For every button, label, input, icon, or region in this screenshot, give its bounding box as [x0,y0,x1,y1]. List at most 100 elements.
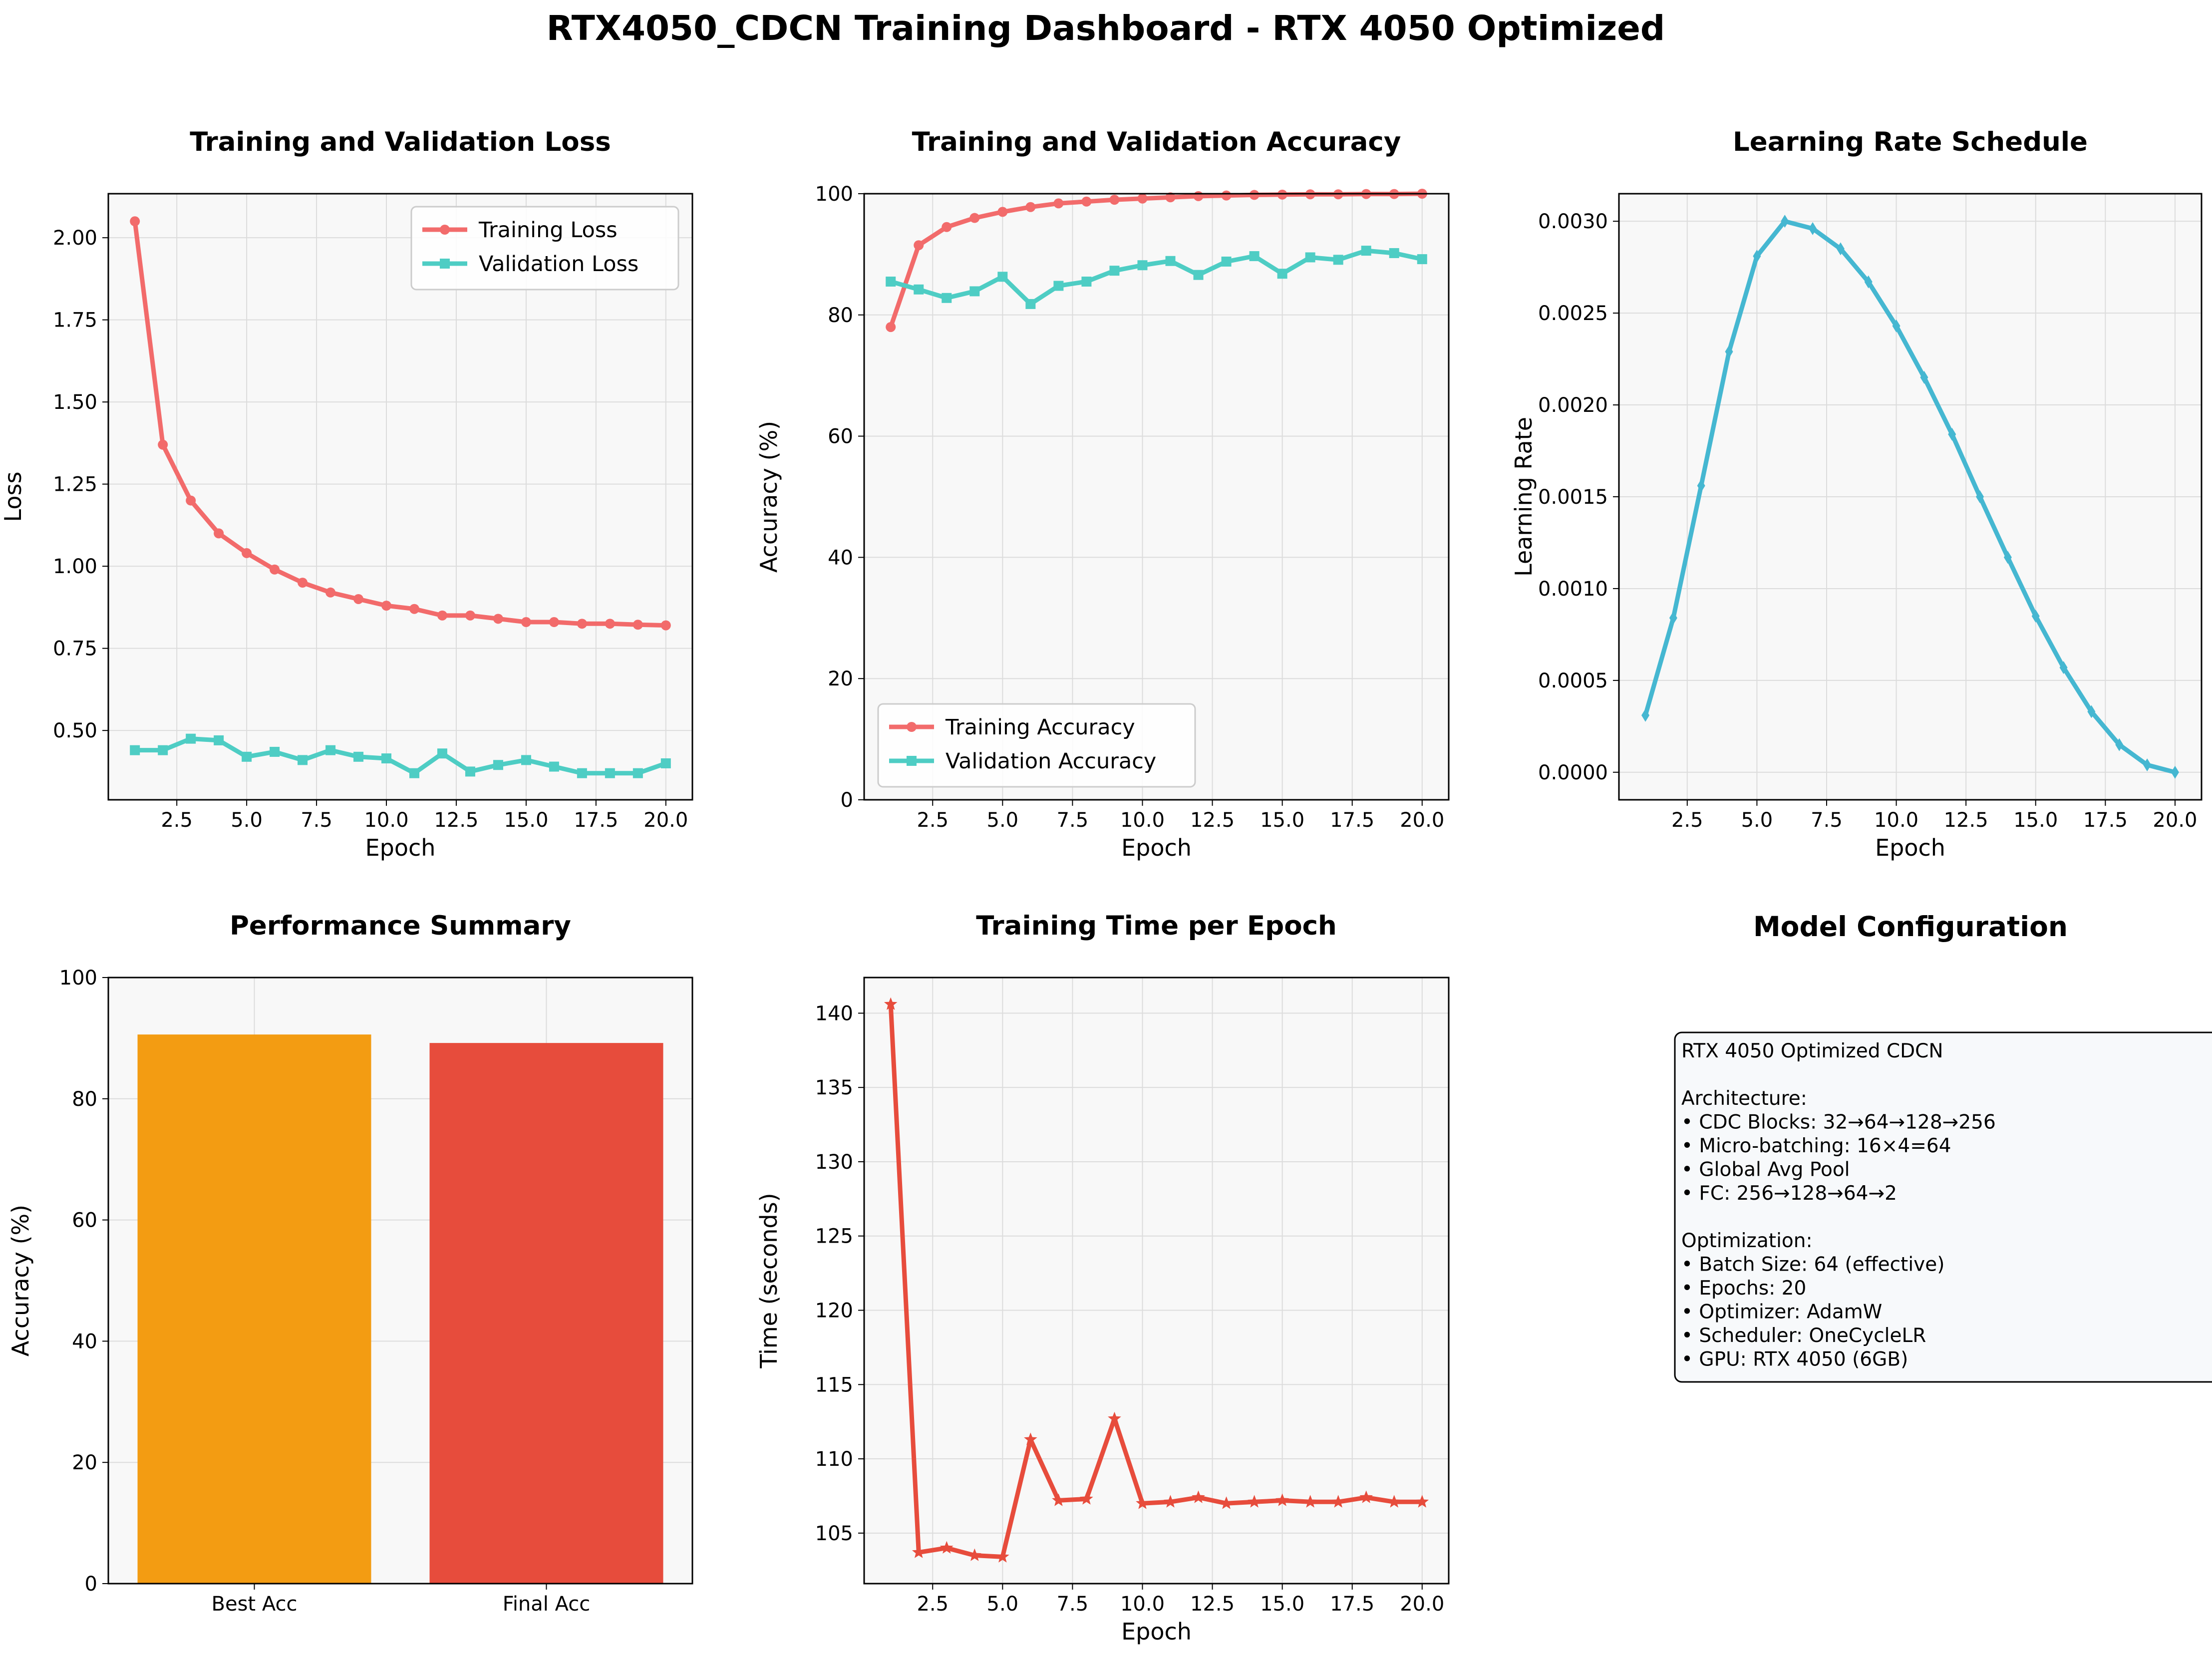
data-point [1053,198,1064,209]
data-point [914,284,924,295]
data-point [2115,738,2124,751]
y-tick-label: 0 [85,1573,97,1596]
data-point [409,768,419,778]
legend-box [877,703,1196,788]
data-point [325,587,336,598]
x-axis-label: Epoch [365,834,436,861]
data-point [2171,765,2179,779]
data-point [1359,1490,1373,1503]
data-point [381,601,392,611]
data-point [1249,251,1260,262]
x-axis-label: Epoch [1121,834,1192,861]
data-point [886,277,896,287]
y-tick-label: 100 [815,183,853,206]
data-point [242,751,252,762]
x-tick-label: 15.0 [1260,809,1304,832]
y-tick-label: 105 [815,1522,853,1545]
y-axis-label: Loss [0,472,26,522]
x-tick-label: 7.5 [1057,809,1089,832]
x-tick-label: 7.5 [1811,809,1843,832]
data-point [969,213,980,223]
y-tick-label: 0.0015 [1538,486,1608,509]
bar-final-acc [429,1043,663,1584]
y-tick-label: 0.0020 [1538,394,1608,417]
data-point [997,207,1008,217]
config-text: RTX 4050 Optimized CDCN Architecture:• CD… [1681,1040,1996,1371]
data-point [1361,246,1371,256]
y-tick-label: 60 [828,425,853,448]
data-point [1025,299,1036,309]
data-point [1641,708,1650,722]
data-point [884,997,898,1010]
data-point [353,751,364,762]
y-tick-label: 0 [841,789,853,812]
x-tick-label: 5.0 [1741,809,1773,832]
legend-marker [440,259,450,269]
y-tick-label: 80 [828,304,853,327]
series-line-1 [888,1002,1425,1559]
data-point [242,548,252,558]
data-point [1753,250,1761,263]
data-point [1415,1495,1429,1508]
data-point [940,1541,953,1554]
data-point [1221,256,1232,267]
data-point [1836,242,1845,256]
y-tick-label: 125 [815,1225,853,1248]
data-point [1669,611,1677,625]
legend: Training Accuracy Validation Accuracy [877,703,1196,788]
data-point [632,768,643,778]
x-axis-label: Epoch [1121,1618,1192,1645]
axes-frame [107,193,693,801]
axes-frame [863,977,1450,1585]
data-point [1193,270,1204,280]
y-tick-label: 2.00 [53,227,97,250]
x-tick-label: 17.5 [1330,1593,1374,1616]
data-point [996,1550,1009,1563]
x-axis-label: Epoch [1875,834,1945,861]
data-point [521,755,531,765]
data-point [2059,661,2068,674]
x-tick-label: 12.5 [1190,1593,1235,1616]
x-tick-label: 5.0 [231,809,263,832]
loss-chart: Training and Validation Loss 2.5 5.0 7.5 10.… [0,127,693,861]
y-tick-label: 20 [72,1451,97,1474]
data-point [1303,1495,1317,1508]
data-point [1137,260,1148,271]
x-tick-label: 20.0 [1400,1593,1444,1616]
data-point [660,620,671,631]
data-point [1249,190,1260,200]
performance-summary-chart: Performance Summary 0 20 40 60 80 100 Best Acc F… [7,911,693,1616]
data-point [942,293,952,303]
chart-title: Training and Validation Loss [190,127,611,157]
data-point [465,610,475,621]
legend-box [410,206,679,291]
data-point [1277,189,1287,200]
y-tick-label: 135 [815,1076,853,1099]
data-point [605,619,615,629]
data-point [577,768,587,778]
data-point [1080,1492,1093,1505]
data-point [1305,252,1315,263]
data-point [353,594,364,604]
y-tick-label: 40 [72,1330,97,1353]
data-point [158,439,168,450]
data-point [437,610,447,621]
y-tick-label: 130 [815,1151,853,1174]
data-point [1417,254,1427,265]
config-line: Optimization: [1681,1230,1813,1252]
x-tick-label: 12.5 [1190,809,1235,832]
data-point [1165,256,1176,266]
data-point [1948,427,1956,441]
y-axis-label: Accuracy (%) [7,1205,34,1356]
config-line: • Batch Size: 64 (effective) [1681,1254,1944,1276]
x-tick-label: 20.0 [643,809,688,832]
y-tick-label: 140 [815,1002,853,1025]
x-tick-label: 2.5 [1671,809,1703,832]
data-point [1864,275,1873,289]
data-point [1976,490,1984,503]
data-point [1697,479,1705,492]
data-point [1136,1496,1149,1509]
y-axis-label: Learning Rate [1510,417,1537,577]
data-point [2031,610,2040,623]
y-tick-label: 0.75 [53,638,97,661]
